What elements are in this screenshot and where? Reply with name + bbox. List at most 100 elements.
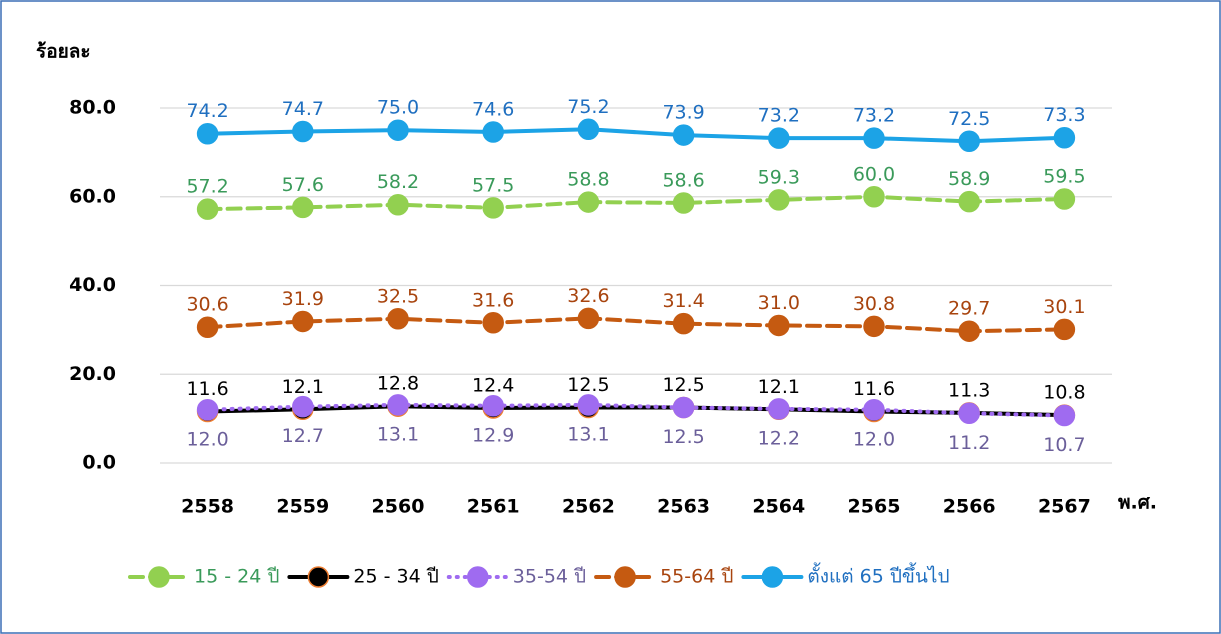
data-point <box>1053 126 1076 149</box>
legend-label: 25 - 34 ปี <box>353 566 438 588</box>
data-label: 12.0 <box>853 428 895 450</box>
data-point <box>196 122 219 145</box>
data-point <box>768 127 790 149</box>
x-tick-label: 2559 <box>276 496 329 518</box>
data-label: 57.5 <box>472 174 514 196</box>
data-label: 58.8 <box>567 169 609 191</box>
x-tick-label: 2561 <box>467 496 520 518</box>
legend-item: 15 - 24 ปี <box>128 566 279 588</box>
data-label: 32.5 <box>377 285 419 307</box>
data-point <box>387 119 409 141</box>
data-label: 12.4 <box>472 374 514 396</box>
data-point <box>482 312 504 334</box>
data-point <box>672 192 695 214</box>
x-tick-label: 2566 <box>943 496 996 518</box>
data-label: 75.0 <box>377 97 419 119</box>
data-label: 58.6 <box>662 169 704 191</box>
data-point <box>768 314 790 337</box>
data-label: 13.1 <box>567 423 609 445</box>
data-label: 59.3 <box>758 166 800 188</box>
data-point <box>958 130 980 153</box>
legend-marker <box>614 566 636 588</box>
data-point <box>863 315 885 338</box>
x-tick-label: 2562 <box>562 496 615 518</box>
y-axis-label: ร้อยละ <box>36 41 91 63</box>
legend-marker <box>148 566 170 588</box>
data-label: 30.8 <box>853 293 895 315</box>
data-label: 12.1 <box>758 376 800 398</box>
legend-marker <box>307 566 330 588</box>
data-label: 58.2 <box>377 171 419 193</box>
y-tick-label: 40.0 <box>69 274 116 296</box>
data-point <box>577 394 600 416</box>
data-label: 12.1 <box>282 376 324 398</box>
data-point <box>768 189 790 211</box>
data-point <box>482 197 504 219</box>
data-label: 57.6 <box>282 174 324 196</box>
data-point <box>1053 318 1076 341</box>
data-label: 74.7 <box>282 98 324 120</box>
data-label: 12.5 <box>567 374 609 396</box>
data-label: 73.3 <box>1043 104 1085 126</box>
data-point <box>958 402 980 425</box>
series-line <box>205 316 1067 334</box>
data-label: 12.0 <box>186 428 228 450</box>
legend-label: 55-64 ปี <box>660 566 733 588</box>
data-label: 75.2 <box>567 96 609 118</box>
legend-label: ตั้งแต่ 65 ปีขึ้นไป <box>807 563 949 588</box>
data-label: 29.7 <box>948 298 990 320</box>
y-tick-label: 20.0 <box>69 363 116 385</box>
data-label: 73.2 <box>758 105 800 127</box>
data-label: 13.1 <box>377 423 419 445</box>
data-label: 31.6 <box>472 289 514 311</box>
legend-item: 25 - 34 ปี <box>287 566 439 588</box>
data-point <box>482 121 504 143</box>
data-point <box>387 394 409 416</box>
data-point <box>292 310 314 333</box>
x-tick-label: 2558 <box>181 496 234 518</box>
data-point <box>863 399 885 421</box>
data-point <box>958 190 980 213</box>
data-point <box>196 198 219 220</box>
x-tick-label: 2564 <box>752 496 805 518</box>
legend-marker <box>467 566 489 588</box>
series-line <box>205 127 1067 144</box>
data-label: 12.5 <box>662 426 704 448</box>
series-line <box>205 194 1067 212</box>
data-label: 74.2 <box>186 100 228 122</box>
x-tick-label: 2565 <box>848 496 901 518</box>
data-label: 11.6 <box>186 378 228 400</box>
data-label: 12.7 <box>282 425 324 447</box>
data-label: 31.9 <box>282 288 324 310</box>
data-label: 10.8 <box>1043 382 1085 404</box>
series-line <box>205 402 1067 418</box>
data-point <box>387 308 409 330</box>
data-point <box>292 395 314 418</box>
x-axis-label: พ.ศ. <box>1118 492 1157 514</box>
data-label: 12.5 <box>662 374 704 396</box>
data-label: 31.0 <box>758 292 800 314</box>
data-point <box>672 312 695 335</box>
legend-marker <box>761 566 784 588</box>
data-label: 73.9 <box>662 102 704 124</box>
data-point <box>672 396 695 419</box>
data-point <box>577 307 600 330</box>
data-point <box>1053 404 1076 427</box>
data-label: 11.6 <box>853 378 895 400</box>
data-point <box>196 316 219 338</box>
y-tick-label: 0.0 <box>82 452 116 474</box>
data-point <box>482 395 504 417</box>
data-label: 10.7 <box>1043 434 1085 456</box>
legend-item: ตั้งแต่ 65 ปีขึ้นไป <box>741 563 950 588</box>
data-label: 12.9 <box>472 424 514 446</box>
data-label: 12.8 <box>377 373 419 395</box>
data-label: 30.6 <box>186 294 228 316</box>
data-point <box>292 120 314 143</box>
data-label: 74.6 <box>472 98 514 120</box>
data-point <box>577 191 600 213</box>
data-point <box>1053 188 1076 210</box>
legend-item: 55-64 ปี <box>594 566 733 588</box>
data-point <box>863 186 885 208</box>
legend-label: 15 - 24 ปี <box>194 566 279 588</box>
